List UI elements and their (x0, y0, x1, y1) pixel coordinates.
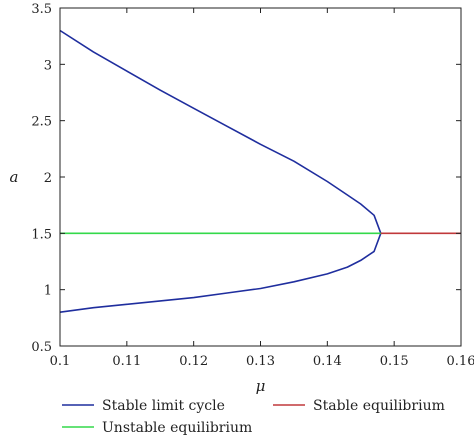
y-tick-label: 0.5 (31, 340, 52, 355)
x-tick-label: 0.12 (179, 354, 208, 369)
legend: Stable limit cycle Unstable equilibrium St… (62, 398, 445, 436)
y-tick-label: 2.5 (31, 115, 52, 130)
x-tick-label: 0.1 (50, 354, 71, 369)
y-tick-label: 3 (44, 58, 52, 73)
y-axis-label: a (10, 168, 19, 186)
legend-label: Stable limit cycle (102, 398, 225, 414)
y-tick-label: 3.5 (31, 2, 52, 17)
axis-ticks: 0.1 0.11 0.12 0.13 0.14 0.15 0.16 0.5 1 1.5 2 2.5 3 3… (31, 2, 474, 369)
y-tick-label: 1.5 (31, 227, 52, 242)
series-line-stable-limit-cycle (59, 29, 382, 234)
plot-frame (59, 7, 462, 347)
x-tick-label: 0.16 (447, 354, 474, 369)
legend-label: Unstable equilibrium (102, 420, 252, 436)
x-tick-label: 0.14 (313, 354, 342, 369)
series-line-stable-limit-cycle (59, 233, 382, 313)
x-tick-label: 0.11 (112, 354, 141, 369)
x-axis-label: μ (256, 377, 266, 395)
series-lines (59, 29, 461, 313)
y-tick-label: 2 (44, 171, 52, 186)
x-tick-label: 0.15 (380, 354, 409, 369)
y-tick-label: 1 (44, 284, 52, 299)
x-tick-label: 0.13 (246, 354, 275, 369)
legend-label: Stable equilibrium (313, 398, 445, 414)
